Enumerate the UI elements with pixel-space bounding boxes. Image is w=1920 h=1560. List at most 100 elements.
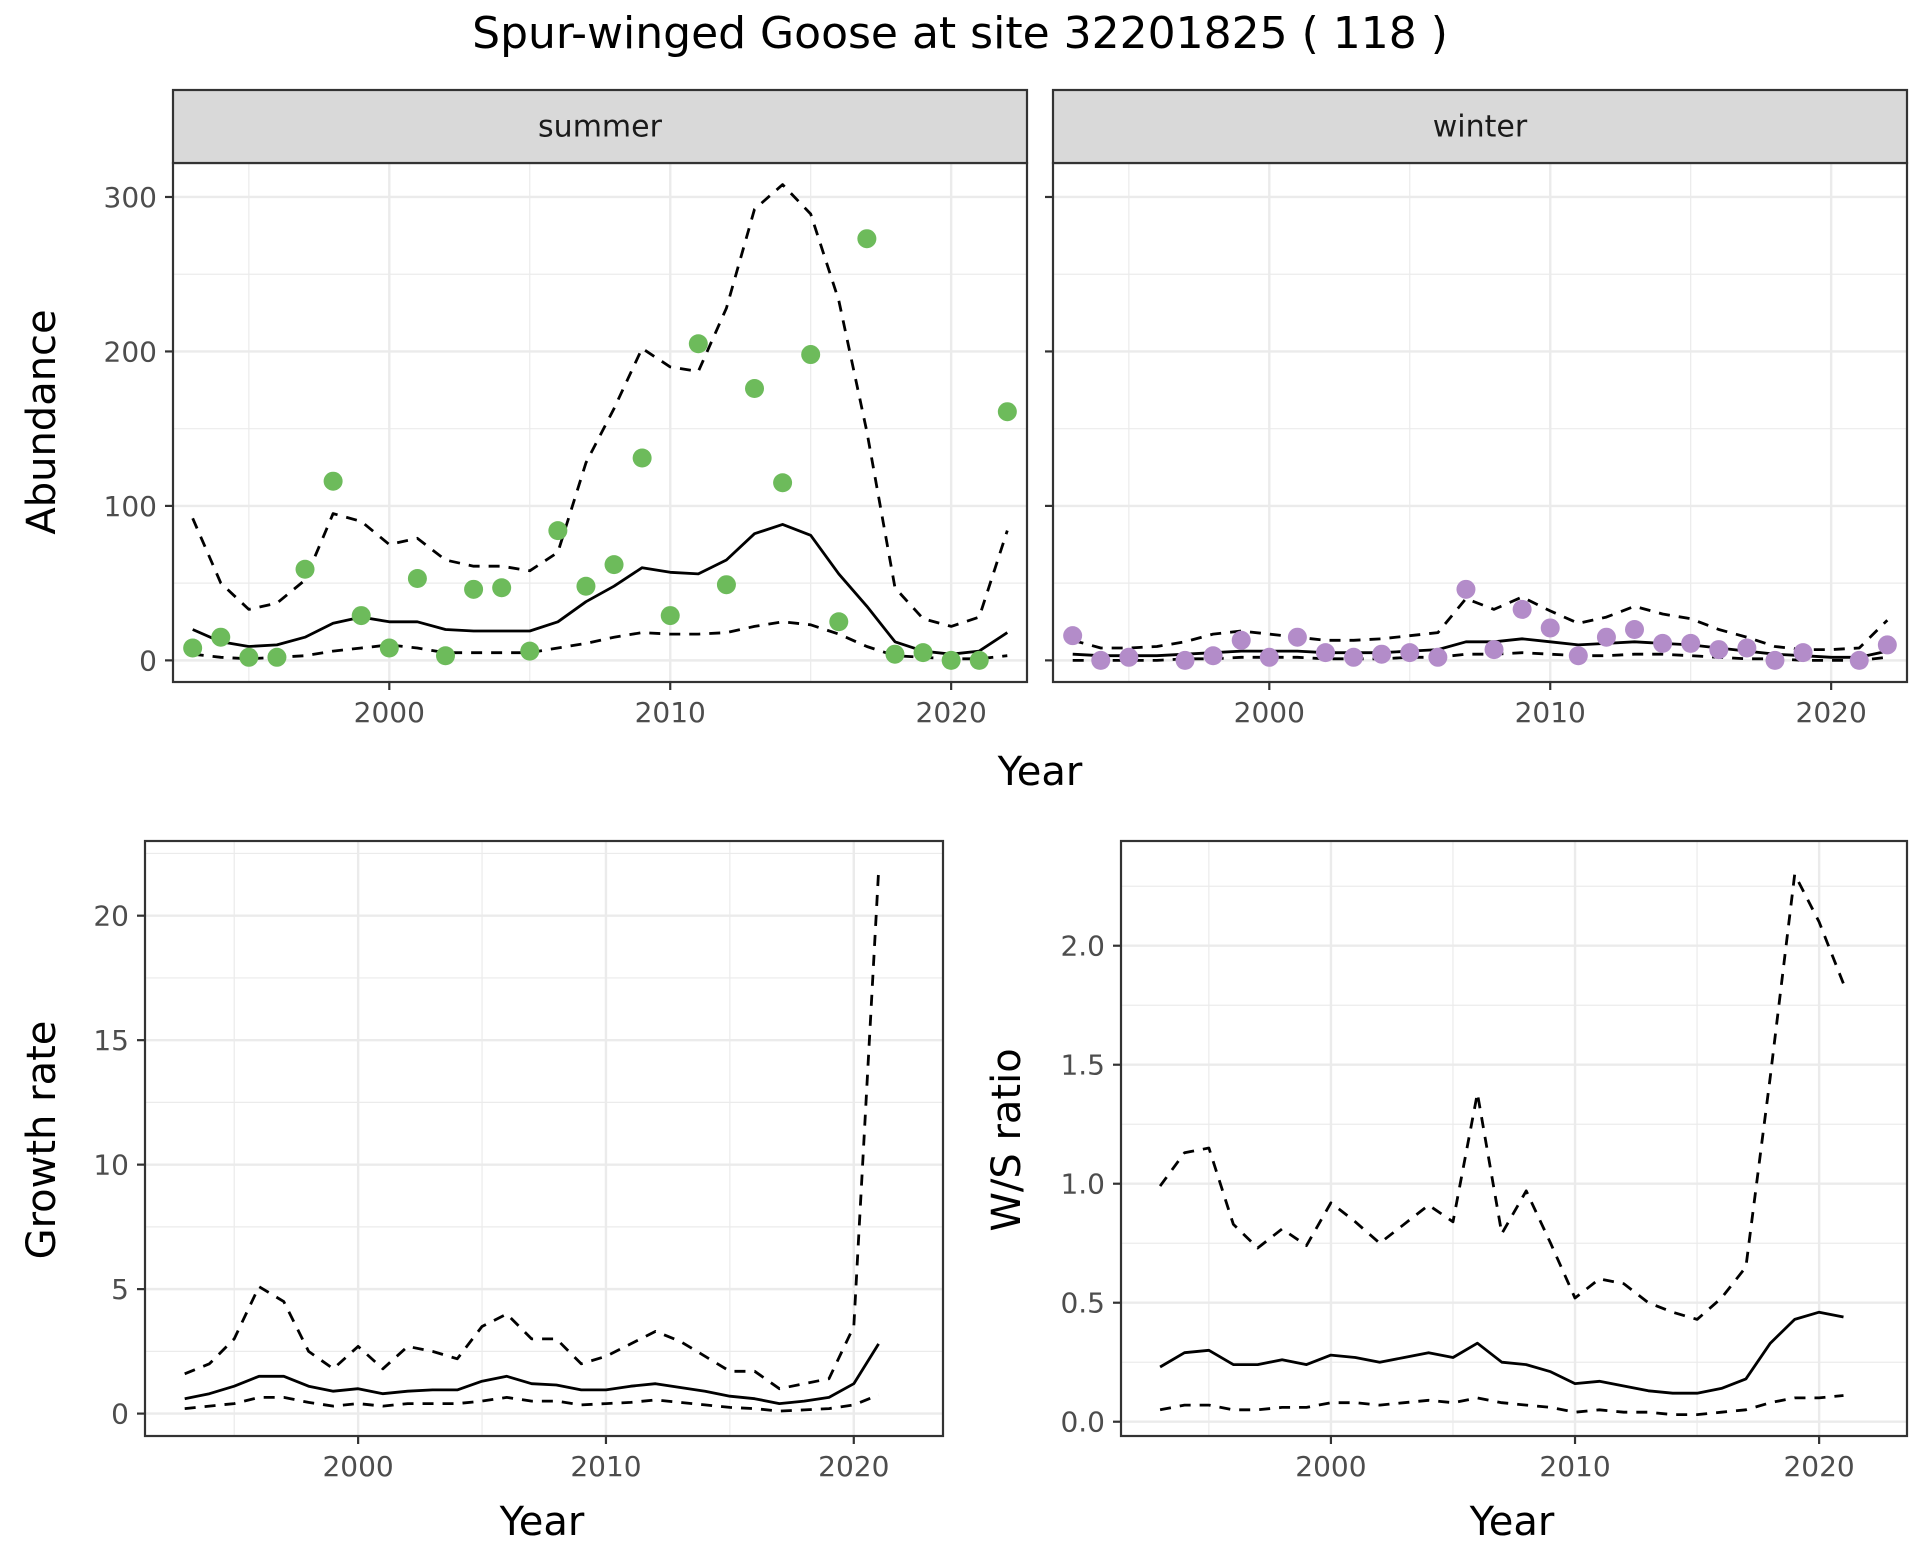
x-tick-label: 2010 (570, 1450, 641, 1483)
ratio-x-axis-title: Year (1469, 1499, 1555, 1545)
data-point (1625, 619, 1645, 639)
panel-1: winter 2000 2010 2020 (1045, 88, 1909, 729)
y-tick-label: 2.0 (1060, 930, 1105, 963)
plot-area (1053, 163, 1907, 682)
y-tick-label: 0.0 (1060, 1406, 1105, 1439)
y-tick-label: 0 (111, 1398, 129, 1431)
data-point (183, 638, 203, 658)
data-point (1287, 627, 1307, 647)
data-point (1428, 647, 1448, 667)
data-point (1456, 579, 1476, 599)
series-group (184, 870, 880, 1413)
y-tick-label: 300 (104, 181, 157, 214)
x-tick-label: 2020 (916, 696, 987, 729)
data-point (1400, 643, 1420, 663)
top-x-axis-title: Year (997, 749, 1083, 795)
mean-line-0 (192, 523, 1009, 656)
data-point (660, 606, 680, 626)
data-point (239, 647, 259, 667)
data-point (1063, 626, 1083, 646)
data-point (407, 569, 427, 589)
data-point (857, 229, 877, 249)
data-point (351, 606, 371, 626)
plot-area (1121, 841, 1907, 1436)
data-point (1175, 650, 1195, 670)
panel-border (143, 839, 945, 1438)
y-tick-label: 1.5 (1060, 1049, 1105, 1082)
data-point (604, 555, 624, 575)
data-point (1540, 618, 1560, 638)
panel-0: summer 2000 2010 2020 0 100 200 300 (104, 88, 1029, 729)
data-point (379, 638, 399, 658)
facet-strip-label: winter (1433, 110, 1528, 145)
data-point (913, 643, 933, 663)
data-point (829, 612, 849, 632)
top-y-axis-title: Abundance (19, 309, 65, 534)
mean-line-0 (1159, 1310, 1844, 1395)
x-tick-label: 2010 (1539, 1450, 1610, 1483)
data-point (801, 345, 821, 365)
x-tick-label: 2000 (322, 1450, 393, 1483)
x-tick-label: 2010 (635, 696, 706, 729)
ci-line-2 (192, 620, 1008, 661)
ratio-y-axis-title: W/S ratio (984, 1048, 1030, 1231)
x-tick-label: 2000 (1295, 1450, 1366, 1483)
ci-line-2 (1072, 651, 1888, 662)
data-point (1484, 640, 1504, 660)
data-point (1877, 635, 1897, 655)
x-tick-label: 2000 (354, 696, 425, 729)
chart-title: Spur-winged Goose at site 32201825 ( 118… (472, 8, 1448, 59)
x-tick-label: 2010 (1515, 696, 1586, 729)
y-tick-label: 0 (139, 644, 157, 677)
series-group (183, 183, 1017, 670)
data-point (1203, 646, 1223, 666)
growth-x-axis-title: Year (499, 1499, 585, 1545)
panel-2: 2000 2010 2020 0 5 10 15 20 (93, 839, 945, 1483)
ci-line-1 (1072, 595, 1889, 651)
growth-y-axis-title: Growth rate (19, 1021, 65, 1260)
data-point (716, 575, 736, 595)
y-tick-label: 0.5 (1060, 1287, 1105, 1320)
data-point (885, 644, 905, 664)
ci-line-2 (1159, 1394, 1844, 1416)
series-group (1063, 579, 1897, 670)
data-point (1793, 643, 1813, 663)
ci-line-2 (184, 1393, 880, 1413)
data-point (548, 521, 568, 541)
data-point (1091, 650, 1111, 670)
facet-strip (1051, 88, 1909, 165)
plot-area (145, 841, 943, 1436)
data-point (745, 379, 765, 399)
panel-3: 2000 2010 2020 0.0 0.5 1.0 1.5 2.0 (1060, 839, 1909, 1483)
data-point (492, 578, 512, 598)
data-point (1849, 650, 1869, 670)
x-tick-label: 2020 (1783, 1450, 1854, 1483)
data-point (435, 646, 455, 666)
x-tick-label: 2020 (818, 1450, 889, 1483)
data-point (1765, 650, 1785, 670)
y-tick-label: 10 (93, 1149, 129, 1182)
plot-area (173, 163, 1027, 682)
data-point (1512, 599, 1532, 619)
data-point (1568, 646, 1588, 666)
data-point (1315, 643, 1335, 663)
data-point (688, 334, 708, 354)
ci-line-1 (191, 183, 1009, 628)
y-tick-label: 200 (104, 335, 157, 368)
data-point (1259, 647, 1279, 667)
data-point (520, 641, 540, 661)
facet-strip (171, 88, 1029, 165)
data-point (323, 471, 343, 491)
y-tick-label: 5 (111, 1273, 129, 1306)
data-point (267, 647, 287, 667)
y-tick-label: 1.0 (1060, 1168, 1105, 1201)
data-point (632, 448, 652, 468)
y-tick-label: 15 (93, 1024, 129, 1057)
data-point (773, 473, 793, 493)
data-point (1596, 627, 1616, 647)
x-tick-label: 2000 (1234, 696, 1305, 729)
data-point (1681, 633, 1701, 653)
data-point (1653, 633, 1673, 653)
data-point (1231, 630, 1251, 650)
